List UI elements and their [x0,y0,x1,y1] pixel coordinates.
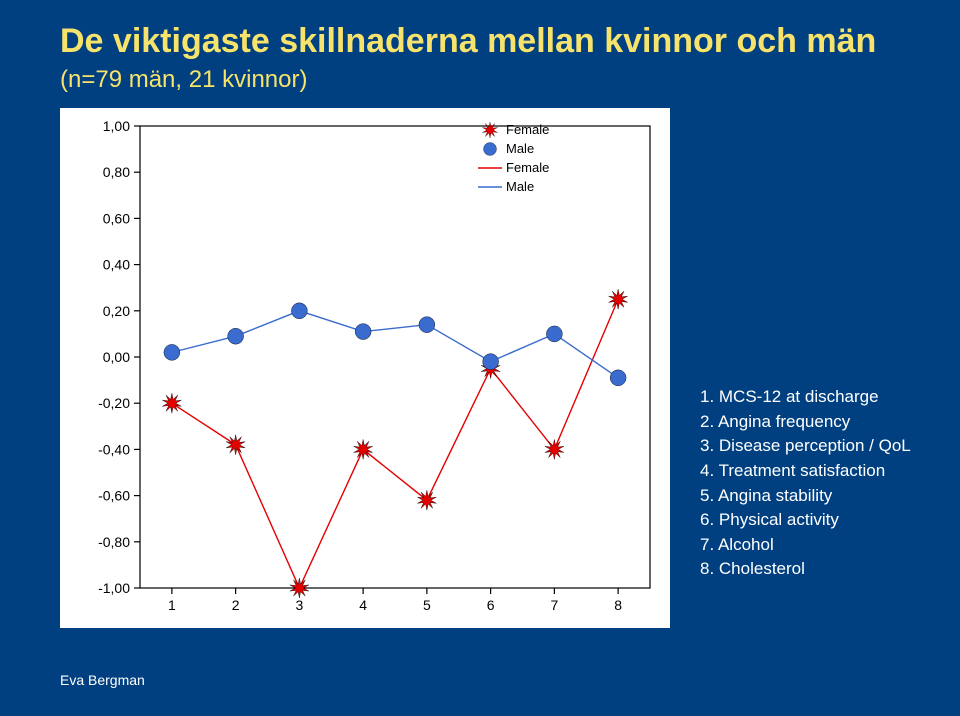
author-footer: Eva Bergman [60,672,145,688]
list-item: 2. Angina frequency [700,410,911,435]
svg-text:3: 3 [295,597,303,613]
svg-text:6: 6 [487,597,495,613]
chart-svg: 1,00 0,80 0,60 0,40 0,20 0,00 -0,20 -0,40 -0,60 -… [60,108,670,628]
svg-text:-1,00: -1,00 [98,580,130,596]
page-title: De viktigaste skillnaderna mellan kvinno… [60,22,876,61]
svg-text:8: 8 [614,597,622,613]
svg-text:0,20: 0,20 [103,303,130,319]
chart-area: 1,00 0,80 0,60 0,40 0,20 0,00 -0,20 -0,40 -0,60 -… [60,108,670,628]
svg-text:-0,20: -0,20 [98,395,130,411]
svg-text:Male: Male [506,179,534,194]
slide: { "title": "De viktigaste skillnaderna m… [0,0,960,716]
svg-text:0,60: 0,60 [103,210,130,226]
svg-text:0,00: 0,00 [103,349,130,365]
page-subtitle: (n=79 män, 21 kvinnor) [60,66,307,94]
svg-text:4: 4 [359,597,367,613]
svg-text:Male: Male [506,141,534,156]
legend-list: 1. MCS-12 at discharge2. Angina frequenc… [700,385,911,582]
list-item: 1. MCS-12 at discharge [700,385,911,410]
list-item: 6. Physical activity [700,508,911,533]
svg-text:1,00: 1,00 [103,118,130,134]
svg-text:5: 5 [423,597,431,613]
list-item: 3. Disease perception / QoL [700,434,911,459]
svg-text:-0,60: -0,60 [98,488,130,504]
list-item: 7. Alcohol [700,533,911,558]
svg-text:2: 2 [232,597,240,613]
svg-text:Female: Female [506,122,549,137]
list-item: 8. Cholesterol [700,557,911,582]
svg-text:7: 7 [550,597,558,613]
list-item: 5. Angina stability [700,484,911,509]
svg-text:1: 1 [168,597,176,613]
svg-text:Female: Female [506,160,549,175]
svg-text:0,80: 0,80 [103,164,130,180]
svg-text:0,40: 0,40 [103,257,130,273]
svg-text:-0,40: -0,40 [98,441,130,457]
list-item: 4. Treatment satisfaction [700,459,911,484]
svg-text:-0,80: -0,80 [98,534,130,550]
